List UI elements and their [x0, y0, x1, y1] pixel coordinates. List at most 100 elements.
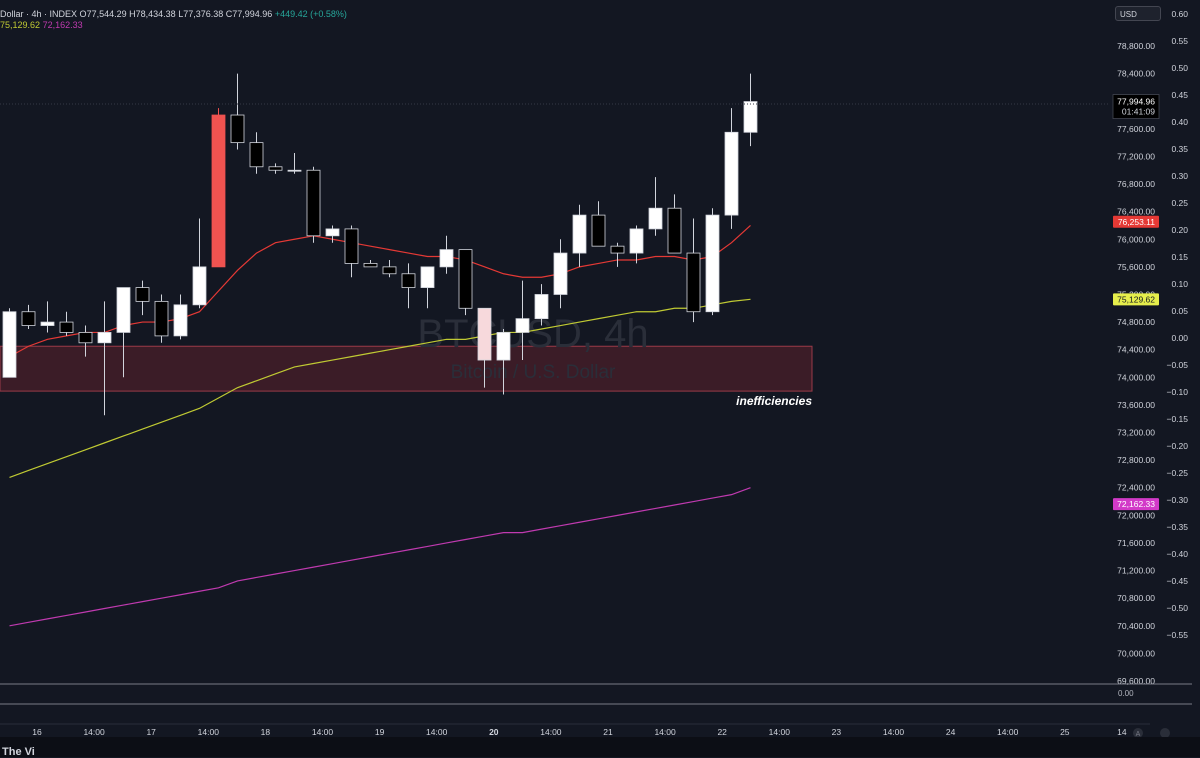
- candle: [572, 204, 587, 267]
- candle-body: [515, 318, 530, 333]
- open-label: O: [79, 9, 87, 19]
- price-tick-label: 76,400.00: [1117, 207, 1155, 217]
- candle-body: [686, 252, 701, 313]
- percent-tick-label: 0.20: [1171, 225, 1188, 235]
- candle-body: [40, 321, 55, 326]
- currency-button[interactable]: USD: [1115, 6, 1161, 21]
- candle: [553, 239, 568, 309]
- close-label: C: [225, 9, 233, 19]
- settings-icon[interactable]: [1160, 728, 1170, 737]
- price-chart[interactable]: inefficiencies BTCUSD, 4h Bitcoin / U.S.…: [0, 0, 1200, 737]
- candle-body: [420, 266, 435, 288]
- price-tick-label: 71,200.00: [1117, 566, 1155, 576]
- price-tick-label: 71,600.00: [1117, 538, 1155, 548]
- ma-yellow-value: 75,129.62: [0, 20, 41, 30]
- candle: [135, 280, 150, 316]
- percent-tick-label: 0.40: [1171, 117, 1188, 127]
- change-value: +449.42 (+0.58%): [274, 9, 347, 19]
- bottom-panel-title: The Vi: [2, 746, 35, 758]
- low-label: L: [178, 9, 184, 19]
- time-tick-label: 16: [32, 727, 42, 737]
- candle: [686, 218, 701, 323]
- price-tick-label: 73,600.00: [1117, 400, 1155, 410]
- candle-body: [249, 142, 264, 168]
- candle: [325, 225, 340, 243]
- last-price-marker-bg: [1112, 94, 1160, 119]
- high-label: H: [129, 9, 136, 19]
- pane2-value: 0.00: [1118, 689, 1134, 698]
- price-axis[interactable]: 78,800.0078,400.0078,000.0077,600.0077,2…: [1117, 41, 1155, 686]
- candle: [496, 328, 511, 395]
- candle-body: [344, 228, 359, 264]
- time-tick-label: 14:00: [198, 727, 220, 737]
- time-tick-label: 14:00: [83, 727, 105, 737]
- percent-tick-label: 0.55: [1171, 36, 1188, 46]
- candle: [743, 73, 758, 147]
- percent-tick-label: −0.15: [1166, 414, 1188, 424]
- price-tick-label: 75,600.00: [1117, 262, 1155, 272]
- candle: [268, 163, 283, 174]
- candle-body: [211, 114, 226, 268]
- candle-body: [97, 332, 112, 344]
- time-tick-label: 14:00: [997, 727, 1019, 737]
- candle: [705, 208, 720, 316]
- price-tick-label: 72,000.00: [1117, 510, 1155, 520]
- time-tick-label: 14: [1117, 727, 1127, 737]
- percent-tick-label: 0.45: [1171, 90, 1188, 100]
- ma-yellow-price-marker-bg: [1113, 293, 1159, 306]
- auto-scale-icon[interactable]: [1133, 728, 1143, 737]
- candle: [116, 287, 131, 378]
- ma-magenta-line: [9, 487, 751, 627]
- candle: [306, 166, 321, 243]
- candle: [230, 73, 245, 150]
- percent-tick-label: −0.35: [1166, 522, 1188, 532]
- time-tick-label: 24: [946, 727, 956, 737]
- percent-tick-label: 0.00: [1171, 333, 1188, 343]
- candle-body: [135, 287, 150, 302]
- time-axis[interactable]: 16 14:00 17 14:00 18 14:00 19 14:00 20 14:00 21 14:…: [32, 727, 1127, 737]
- candle: [724, 108, 739, 229]
- candle: [21, 304, 36, 329]
- time-tick-label: 14:00: [883, 727, 905, 737]
- time-tick-label: 22: [717, 727, 727, 737]
- time-tick-label: 14:00: [769, 727, 791, 737]
- time-tick-label: 18: [261, 727, 271, 737]
- candle-body: [534, 294, 549, 320]
- time-tick-label: 14:00: [654, 727, 676, 737]
- price-tick-label: 69,600.00: [1117, 676, 1155, 686]
- candle-body: [78, 332, 93, 344]
- candle: [173, 294, 188, 340]
- axis-price-markers: 76,253.11 75,129.62 72,162.33 77,994.9601:4…: [1112, 94, 1160, 511]
- zone-label: inefficiencies: [736, 394, 812, 408]
- price-tick-label: 70,000.00: [1117, 648, 1155, 658]
- candle: [192, 218, 207, 309]
- candle-body: [287, 169, 302, 172]
- candle-body: [306, 169, 321, 237]
- percent-tick-label: 0.35: [1171, 144, 1188, 154]
- percent-tick-label: 0.30: [1171, 171, 1188, 181]
- price-tick-label: 78,400.00: [1117, 69, 1155, 79]
- candle-body: [610, 245, 625, 254]
- candle: [363, 259, 378, 268]
- ma-red-price-marker: 76,253.11: [1118, 217, 1155, 227]
- last-price-marker: 77,994.96: [1117, 97, 1155, 107]
- candle: [515, 280, 530, 361]
- candle-body: [59, 321, 74, 333]
- price-tick-label: 77,600.00: [1117, 124, 1155, 134]
- inefficiency-zone-layer: inefficiencies: [0, 345, 813, 408]
- candle-body: [648, 207, 663, 230]
- percent-tick-label: −0.45: [1166, 576, 1188, 586]
- time-tick-label: 25: [1060, 727, 1070, 737]
- moving-averages: [9, 225, 751, 627]
- candle-body: [325, 228, 340, 237]
- legend-header: Dollar · 4h · INDEX O77,544.29 H78,434.3…: [0, 9, 347, 19]
- price-tick-label: 77,200.00: [1117, 151, 1155, 161]
- candle-body: [743, 101, 758, 133]
- open-value: 77,544.29: [86, 9, 127, 19]
- percent-tick-label: −0.05: [1166, 360, 1188, 370]
- indicator-legend: 75,129.62 72,162.33: [0, 20, 83, 30]
- symbol-watermark: BTCUSD, 4h Bitcoin / U.S. Dollar: [417, 312, 648, 383]
- time-tick-label: 20: [489, 727, 499, 737]
- price-tick-label: 74,800.00: [1117, 317, 1155, 327]
- percent-tick-label: −0.30: [1166, 495, 1188, 505]
